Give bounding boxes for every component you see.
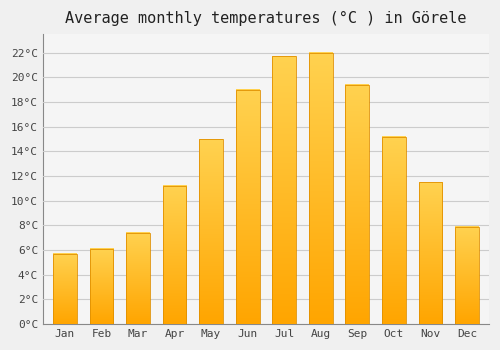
- Bar: [162, 186, 186, 324]
- Bar: [418, 182, 442, 324]
- Title: Average monthly temperatures (°C ) in Görele: Average monthly temperatures (°C ) in Gö…: [65, 11, 466, 26]
- Bar: [236, 90, 260, 324]
- Bar: [346, 85, 369, 324]
- Bar: [272, 56, 296, 324]
- Bar: [90, 249, 114, 324]
- Bar: [53, 254, 77, 324]
- Bar: [455, 226, 479, 324]
- Bar: [199, 139, 223, 324]
- Bar: [309, 53, 332, 324]
- Bar: [126, 233, 150, 324]
- Bar: [382, 136, 406, 324]
